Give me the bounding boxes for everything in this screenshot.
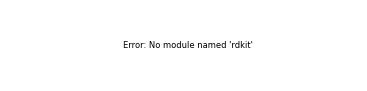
Text: Error: No module named 'rdkit': Error: No module named 'rdkit' — [123, 41, 253, 50]
